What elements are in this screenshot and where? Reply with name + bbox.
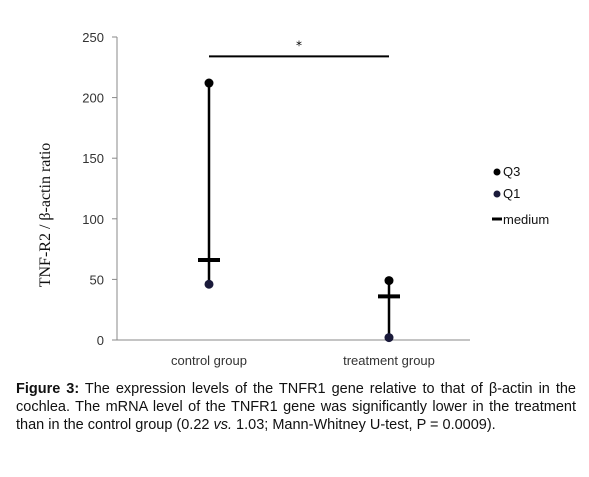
y-tick-label: 150 xyxy=(82,151,104,166)
chart-marks: * xyxy=(198,38,400,343)
caption-text-2: -actin in the cochlea. The mRNA level of… xyxy=(16,381,576,433)
figure-caption: Figure 3: The expression levels of the T… xyxy=(16,380,576,434)
q3-point xyxy=(384,276,394,286)
y-tick-label: 200 xyxy=(82,91,104,106)
y-tick-label: 0 xyxy=(97,333,104,348)
significance-star: * xyxy=(296,38,302,52)
chart: 0 50 100 150 200 250 control group treatment g… xyxy=(37,30,549,368)
caption-text-3: 1.03; Mann-Whitney U-test, P = 0.0009). xyxy=(232,417,496,433)
chart-axes xyxy=(116,37,470,341)
y-tick-label: 100 xyxy=(82,212,104,227)
q1-point xyxy=(384,333,394,343)
q1-point xyxy=(204,279,214,289)
x-axis-ticks: control group treatment group xyxy=(171,353,435,368)
legend-entry: Q3 xyxy=(503,164,520,179)
x-tick-label: treatment group xyxy=(343,353,435,368)
y-axis-label: TNF-R2 / β-actin ratio xyxy=(37,143,54,288)
caption-beta: β xyxy=(488,381,498,397)
caption-text-1: The expression levels of the TNFR1 gene … xyxy=(79,381,489,397)
y-axis-ticks: 0 50 100 150 200 250 xyxy=(82,30,117,348)
legend-q3-marker xyxy=(493,168,501,176)
legend-q1-marker xyxy=(493,190,501,198)
legend-entry: Q1 xyxy=(503,186,520,201)
caption-vs: vs. xyxy=(213,417,233,433)
chart-legend: Q3 Q1 medium xyxy=(492,164,549,227)
q3-point xyxy=(204,78,214,88)
legend-entry: medium xyxy=(503,212,549,227)
y-tick-label: 50 xyxy=(90,272,104,287)
y-tick-label: 250 xyxy=(82,30,104,45)
caption-label: Figure 3: xyxy=(16,381,80,397)
x-tick-label: control group xyxy=(171,353,247,368)
